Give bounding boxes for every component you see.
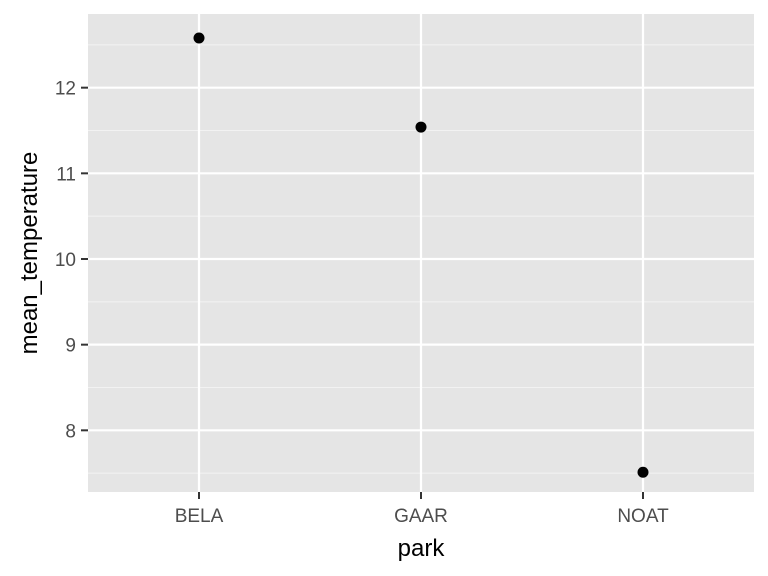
y-tick-label: 8 (65, 421, 76, 442)
x-tick-label: BELA (175, 506, 224, 527)
data-points (193, 32, 649, 478)
x-tick-label: NOAT (617, 506, 669, 527)
y-tick-label: 12 (55, 79, 76, 100)
y-tick-labels: 8 9 10 11 12 (55, 79, 76, 443)
data-point (415, 121, 427, 133)
y-tick-label: 9 (65, 336, 76, 357)
x-axis-title: park (398, 535, 446, 562)
y-axis-title: mean_temperature (16, 152, 43, 355)
x-tick-labels: BELA GAAR NOAT (175, 506, 669, 527)
axis-ticks (81, 86, 644, 499)
y-tick-label: 11 (56, 164, 76, 185)
y-tick-label: 10 (55, 250, 76, 271)
x-tick-label: GAAR (394, 506, 448, 527)
data-point (193, 32, 205, 44)
data-point (637, 466, 649, 478)
grid-major (88, 14, 754, 492)
